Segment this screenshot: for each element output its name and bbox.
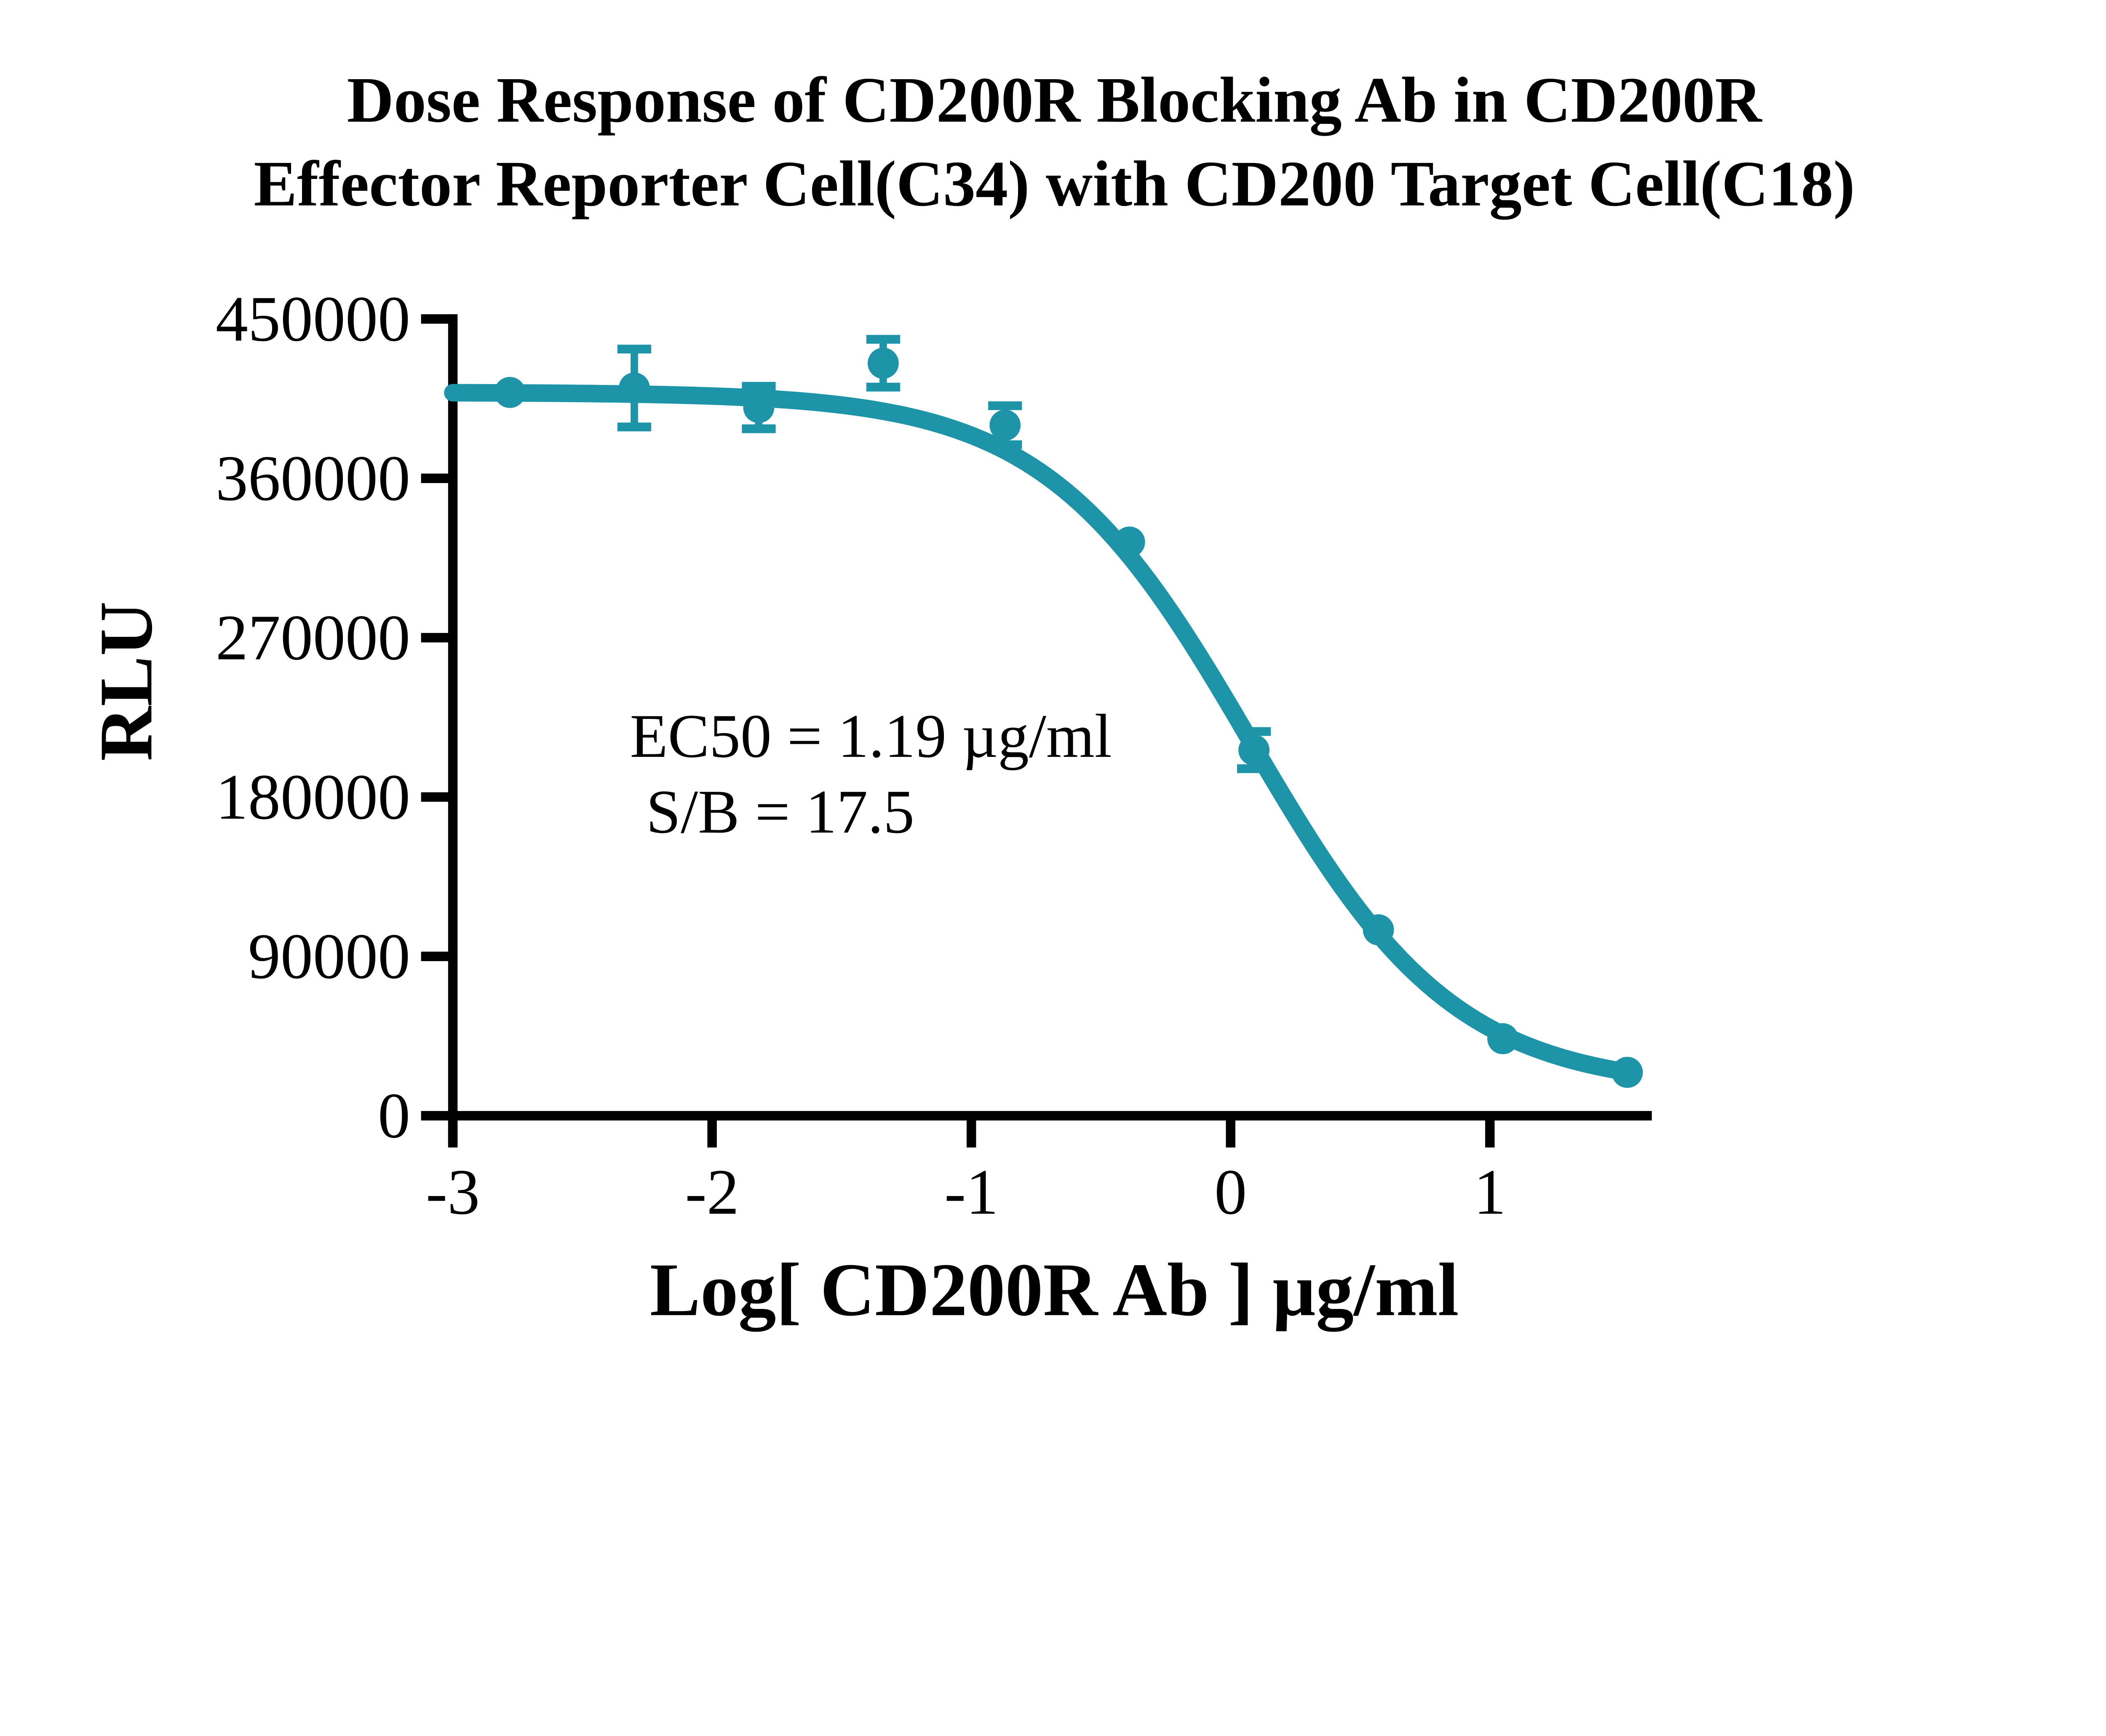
- x-tick-label: -1: [944, 1156, 998, 1228]
- y-tick-label: 360000: [216, 443, 410, 514]
- data-point-marker: [1238, 734, 1269, 766]
- y-tick-label: 450000: [216, 283, 410, 355]
- data-point-marker: [867, 347, 899, 379]
- y-tick-label: 90000: [248, 921, 410, 992]
- y-tick-label: 180000: [216, 761, 410, 833]
- y-tick-label: 270000: [216, 602, 410, 673]
- x-axis-title: Log[ CD200R Ab ] µg/ml: [650, 1248, 1459, 1332]
- data-point-marker: [1612, 1057, 1643, 1088]
- dose-response-figure: Dose Response of CD200R Blocking Ab in C…: [84, 64, 1855, 1332]
- ec50-annotation: EC50 = 1.19 µg/ml: [630, 701, 1112, 770]
- data-point-marker: [619, 372, 650, 404]
- plot-group: [444, 335, 1643, 1088]
- data-point-marker: [1114, 526, 1145, 558]
- data-point-marker: [1363, 914, 1394, 945]
- x-tick-label: -3: [426, 1156, 480, 1228]
- sb-annotation: S/B = 17.5: [646, 777, 914, 846]
- y-tick-label: 0: [378, 1080, 410, 1152]
- data-point-marker: [989, 409, 1021, 441]
- data-point-marker: [494, 377, 526, 408]
- x-tick-label: -2: [685, 1156, 739, 1228]
- data-point-marker: [1487, 1023, 1518, 1055]
- dose-response-chart: Dose Response of CD200R Blocking Ab in C…: [84, 64, 1855, 1332]
- axes-group: 0 90000 180000 270000 360000 450000 -3 -2 -1 0 1: [216, 283, 1652, 1228]
- x-tick-label: 1: [1474, 1156, 1506, 1228]
- data-point-marker: [743, 392, 775, 423]
- chart-title-line2: Effector Reporter Cell(C34) with CD200 T…: [254, 148, 1855, 220]
- chart-title-line1: Dose Response of CD200R Blocking Ab in C…: [347, 64, 1763, 136]
- x-tick-label: 0: [1214, 1156, 1247, 1228]
- y-axis-title: RLU: [84, 601, 168, 761]
- fit-curve: [444, 384, 1636, 1081]
